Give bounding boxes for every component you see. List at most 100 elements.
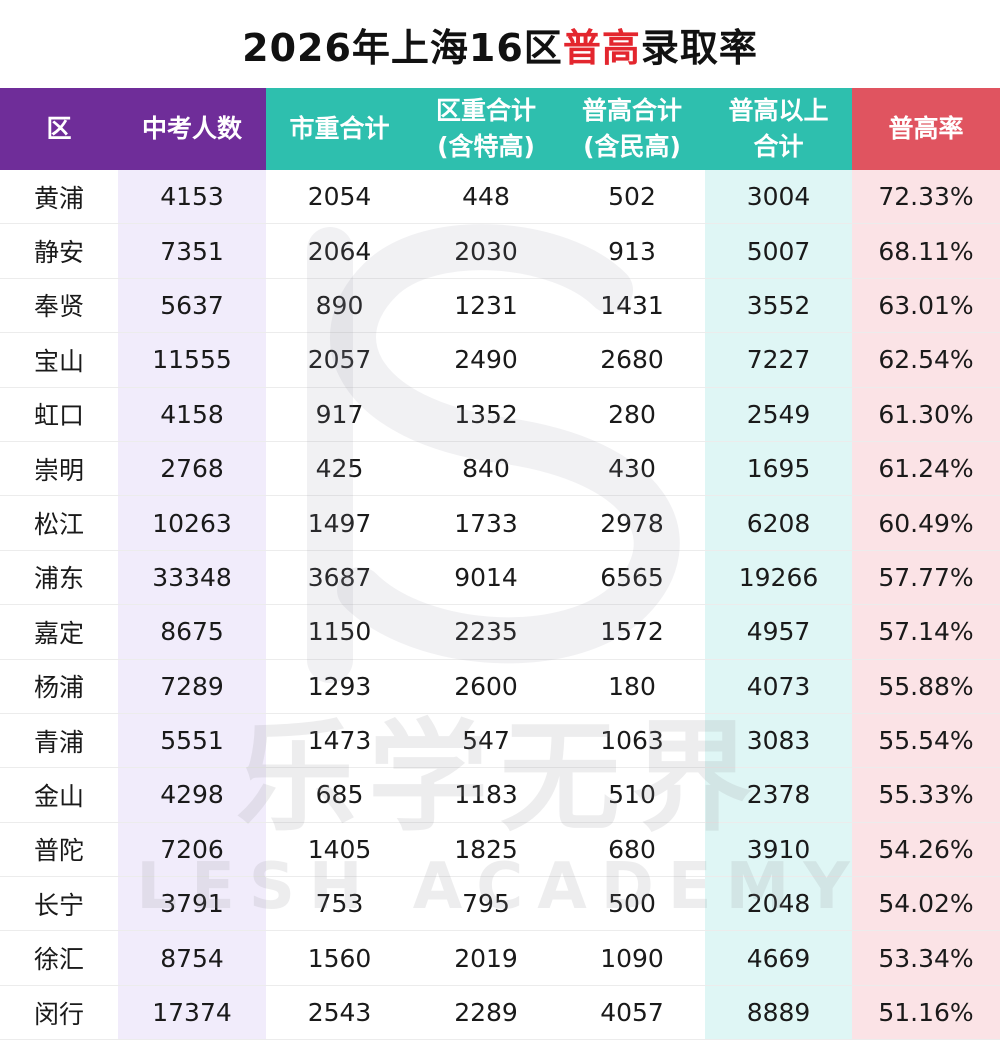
- cell-district-key-total: 1231: [413, 278, 559, 334]
- cell-general-rate: 62.54%: [852, 332, 1000, 388]
- cell-general-total: 1090: [559, 930, 705, 986]
- cell-district-key-total: 9014: [413, 550, 559, 606]
- cell-above-general-total: 19266: [705, 550, 852, 606]
- cell-above-general-total: 3552: [705, 278, 852, 334]
- cell-general-total: 510: [559, 767, 705, 823]
- table-row: 黄浦 4153 2054 448 502 3004 72.33%: [0, 170, 1000, 225]
- cell-district: 闵行: [0, 985, 118, 1040]
- enrollment-table: 区 中考人数 市重合计 区重合计 (含特高) 普高合计 (含民高) 普高以上 合计 普…: [0, 88, 1000, 1040]
- cell-district-key-total: 2030: [413, 223, 559, 279]
- cell-exam-count: 2768: [118, 441, 266, 497]
- cell-above-general-total: 8889: [705, 985, 852, 1040]
- cell-general-rate: 57.14%: [852, 604, 1000, 660]
- cell-exam-count: 5551: [118, 713, 266, 769]
- cell-above-general-total: 4957: [705, 604, 852, 660]
- header-above-general-total: 普高以上 合计: [705, 88, 852, 170]
- cell-city-key-total: 753: [266, 876, 413, 932]
- cell-general-rate: 60.49%: [852, 495, 1000, 551]
- header-general-total: 普高合计 (含民高): [559, 88, 705, 170]
- cell-general-total: 6565: [559, 550, 705, 606]
- cell-exam-count: 8754: [118, 930, 266, 986]
- cell-exam-count: 7206: [118, 822, 266, 878]
- cell-district-key-total: 547: [413, 713, 559, 769]
- cell-above-general-total: 3083: [705, 713, 852, 769]
- table-row: 浦东 33348 3687 9014 6565 19266 57.77%: [0, 550, 1000, 606]
- cell-above-general-total: 3910: [705, 822, 852, 878]
- cell-general-rate: 61.24%: [852, 441, 1000, 497]
- cell-city-key-total: 917: [266, 387, 413, 442]
- table-row: 松江 10263 1497 1733 2978 6208 60.49%: [0, 495, 1000, 551]
- cell-district: 宝山: [0, 332, 118, 388]
- cell-general-rate: 63.01%: [852, 278, 1000, 334]
- cell-district: 静安: [0, 223, 118, 279]
- cell-exam-count: 10263: [118, 495, 266, 551]
- cell-city-key-total: 2064: [266, 223, 413, 279]
- table-row: 静安 7351 2064 2030 913 5007 68.11%: [0, 223, 1000, 279]
- cell-general-rate: 51.16%: [852, 985, 1000, 1040]
- cell-district: 崇明: [0, 441, 118, 497]
- cell-general-total: 502: [559, 170, 705, 225]
- cell-above-general-total: 4073: [705, 659, 852, 714]
- cell-exam-count: 5637: [118, 278, 266, 334]
- table-row: 普陀 7206 1405 1825 680 3910 54.26%: [0, 822, 1000, 878]
- cell-district-key-total: 2019: [413, 930, 559, 986]
- cell-general-total: 4057: [559, 985, 705, 1040]
- cell-above-general-total: 2549: [705, 387, 852, 442]
- cell-district: 虹口: [0, 387, 118, 442]
- cell-exam-count: 4298: [118, 767, 266, 823]
- header-exam-count: 中考人数: [118, 88, 266, 170]
- cell-district: 杨浦: [0, 659, 118, 714]
- cell-general-total: 680: [559, 822, 705, 878]
- cell-above-general-total: 1695: [705, 441, 852, 497]
- cell-district: 金山: [0, 767, 118, 823]
- cell-district-key-total: 2490: [413, 332, 559, 388]
- table-row: 崇明 2768 425 840 430 1695 61.24%: [0, 441, 1000, 497]
- table-row: 金山 4298 685 1183 510 2378 55.33%: [0, 767, 1000, 823]
- cell-general-total: 430: [559, 441, 705, 497]
- cell-general-total: 1431: [559, 278, 705, 334]
- cell-district-key-total: 1733: [413, 495, 559, 551]
- cell-above-general-total: 2048: [705, 876, 852, 932]
- cell-general-rate: 55.33%: [852, 767, 1000, 823]
- cell-city-key-total: 1560: [266, 930, 413, 986]
- page-title: 2026年上海16区 普高 录取率: [0, 0, 1000, 88]
- cell-above-general-total: 5007: [705, 223, 852, 279]
- cell-exam-count: 8675: [118, 604, 266, 660]
- header-general-rate: 普高率: [852, 88, 1000, 170]
- cell-above-general-total: 4669: [705, 930, 852, 986]
- cell-above-general-total: 3004: [705, 170, 852, 225]
- cell-exam-count: 4158: [118, 387, 266, 442]
- cell-general-total: 2978: [559, 495, 705, 551]
- cell-district: 奉贤: [0, 278, 118, 334]
- cell-district-key-total: 2289: [413, 985, 559, 1040]
- cell-district: 长宁: [0, 876, 118, 932]
- cell-district: 松江: [0, 495, 118, 551]
- header-district: 区: [0, 88, 118, 170]
- cell-district-key-total: 1825: [413, 822, 559, 878]
- cell-general-rate: 54.02%: [852, 876, 1000, 932]
- cell-district-key-total: 795: [413, 876, 559, 932]
- cell-general-rate: 54.26%: [852, 822, 1000, 878]
- cell-general-rate: 61.30%: [852, 387, 1000, 442]
- cell-city-key-total: 685: [266, 767, 413, 823]
- cell-district: 徐汇: [0, 930, 118, 986]
- table-row: 杨浦 7289 1293 2600 180 4073 55.88%: [0, 659, 1000, 714]
- cell-city-key-total: 1497: [266, 495, 413, 551]
- cell-city-key-total: 2054: [266, 170, 413, 225]
- cell-general-total: 280: [559, 387, 705, 442]
- table-row: 嘉定 8675 1150 2235 1572 4957 57.14%: [0, 604, 1000, 660]
- cell-city-key-total: 1405: [266, 822, 413, 878]
- cell-exam-count: 11555: [118, 332, 266, 388]
- title-prefix: 2026年上海16区: [242, 25, 563, 70]
- cell-city-key-total: 1150: [266, 604, 413, 660]
- cell-district-key-total: 2235: [413, 604, 559, 660]
- cell-district: 普陀: [0, 822, 118, 878]
- cell-city-key-total: 890: [266, 278, 413, 334]
- cell-general-total: 2680: [559, 332, 705, 388]
- cell-district-key-total: 2600: [413, 659, 559, 714]
- table-row: 虹口 4158 917 1352 280 2549 61.30%: [0, 387, 1000, 442]
- header-district-key-total: 区重合计 (含特高): [413, 88, 559, 170]
- table-row: 闵行 17374 2543 2289 4057 8889 51.16%: [0, 985, 1000, 1040]
- cell-city-key-total: 2543: [266, 985, 413, 1040]
- title-highlight: 普高: [562, 25, 641, 70]
